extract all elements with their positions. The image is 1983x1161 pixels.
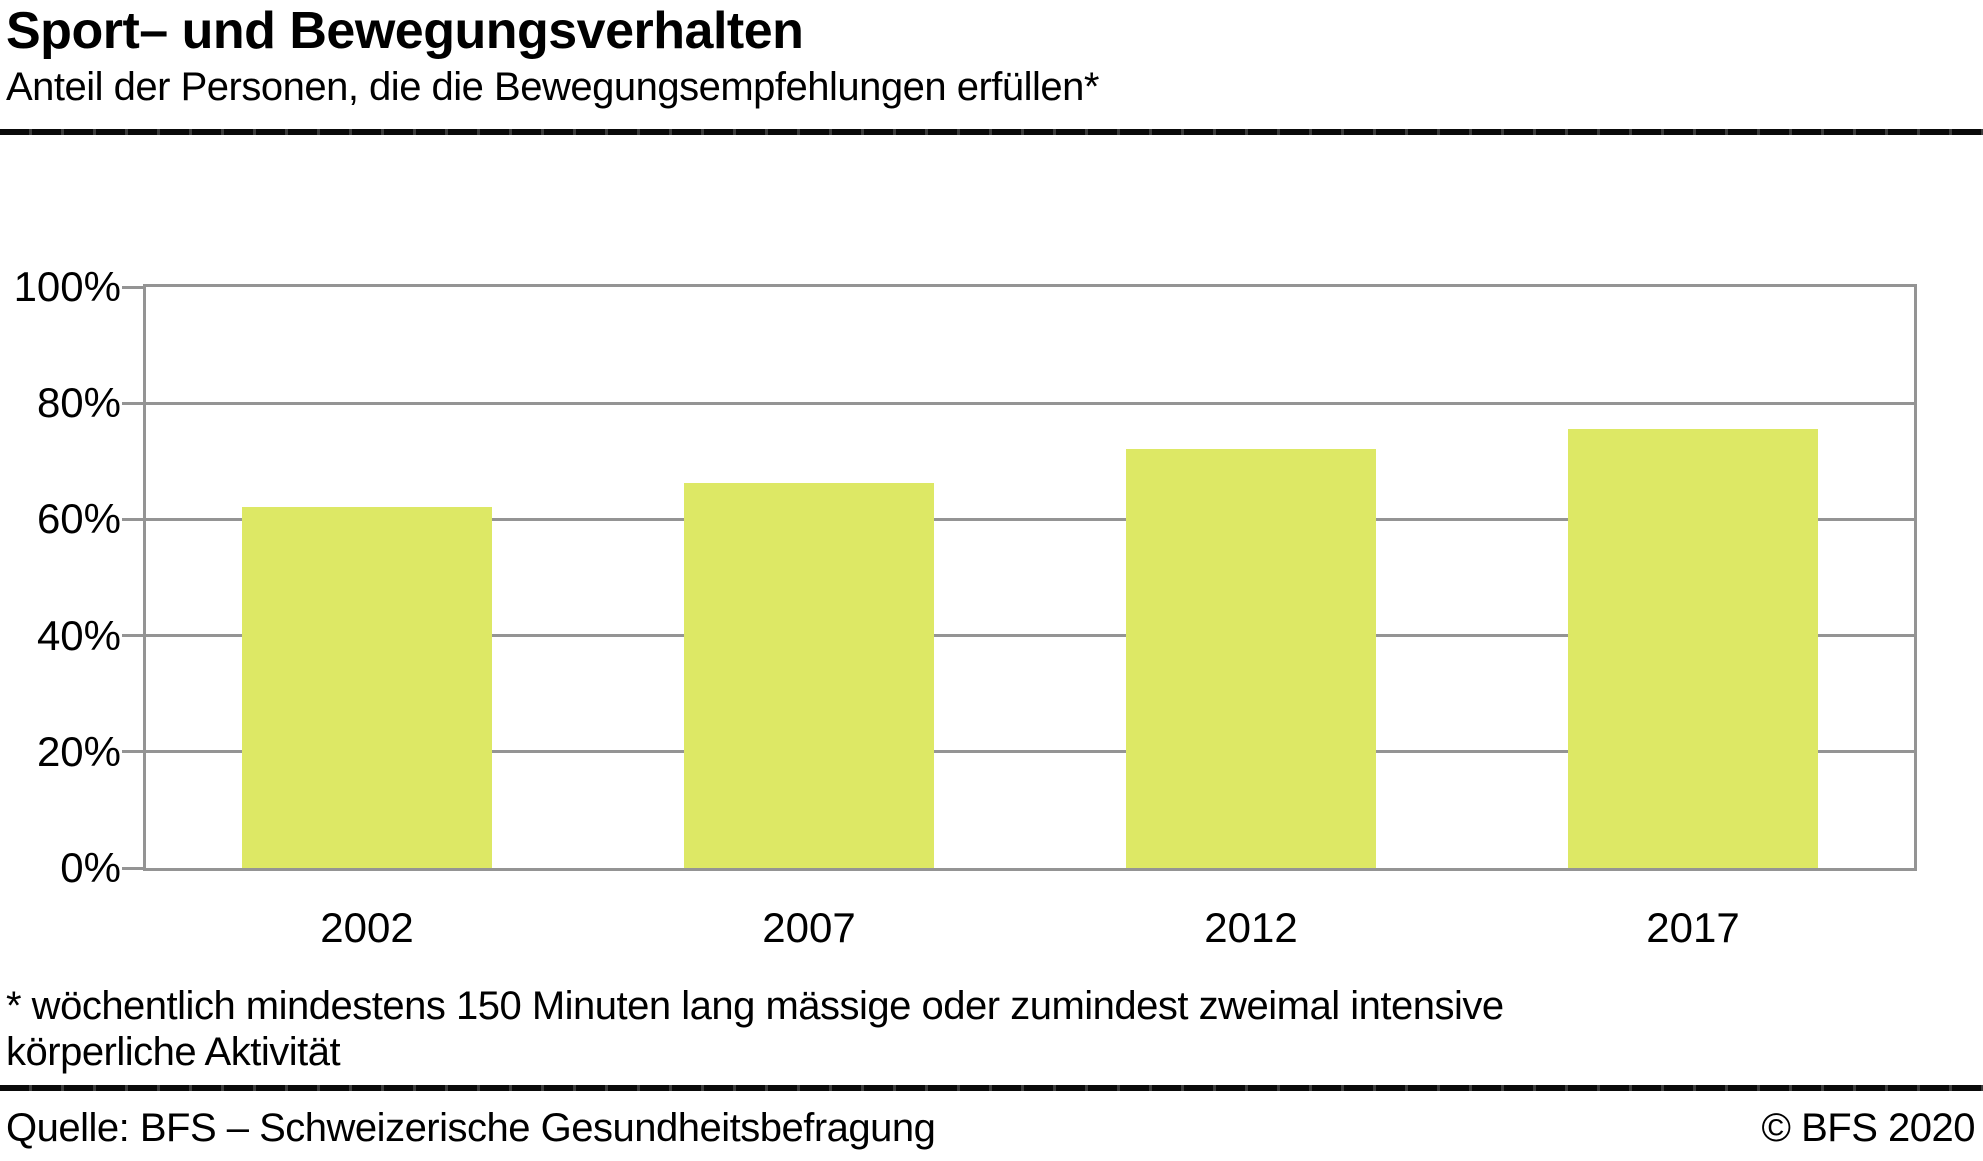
y-axis-label: 80% [36, 379, 121, 427]
x-axis-label: 2002 [320, 904, 414, 951]
chart-title: Sport– und Bewegungsverhalten [6, 2, 804, 60]
copyright-text: © BFS 2020 [1761, 1106, 1976, 1150]
y-axis-label: 0% [60, 844, 121, 891]
footnote-line-2: körperliche Aktivität [6, 1030, 341, 1074]
gridline [146, 517, 1914, 521]
x-axis-label: 2007 [762, 904, 856, 951]
y-axis-tick [122, 750, 146, 754]
y-axis-label: 20% [36, 727, 121, 775]
chart-bar-2017 [1568, 429, 1818, 868]
source-text: Quelle: BFS – Schweizerische Gesundheits… [6, 1106, 936, 1150]
chart-subtitle: Anteil der Personen, die die Bewegungsem… [6, 65, 1100, 109]
x-axis-label: 2012 [1204, 904, 1298, 951]
y-axis-tick [122, 517, 146, 521]
footnote-line-1: * wöchentlich mindestens 150 Minuten lan… [6, 984, 1504, 1028]
y-axis-label: 60% [36, 495, 121, 543]
y-axis-tick [122, 866, 146, 870]
chart-bar-2007 [684, 483, 934, 868]
gridline [146, 634, 1914, 638]
chart-bar-2012 [1126, 448, 1376, 868]
gridline [146, 750, 1914, 754]
bottom-divider [0, 1085, 1983, 1091]
y-axis-tick [122, 634, 146, 638]
y-axis-label: 40% [36, 611, 121, 659]
x-axis-label: 2017 [1646, 904, 1740, 951]
y-axis-tick [122, 401, 146, 405]
gridline [146, 401, 1914, 405]
chart-bar-2002 [242, 507, 492, 868]
plot-area: 0% 20% 40% 60% 80% 100% 2002 2007 2012 2017 [14, 263, 1917, 951]
y-axis-label: 100% [13, 263, 121, 310]
y-axis-tick [122, 285, 146, 289]
top-divider [0, 129, 1983, 135]
